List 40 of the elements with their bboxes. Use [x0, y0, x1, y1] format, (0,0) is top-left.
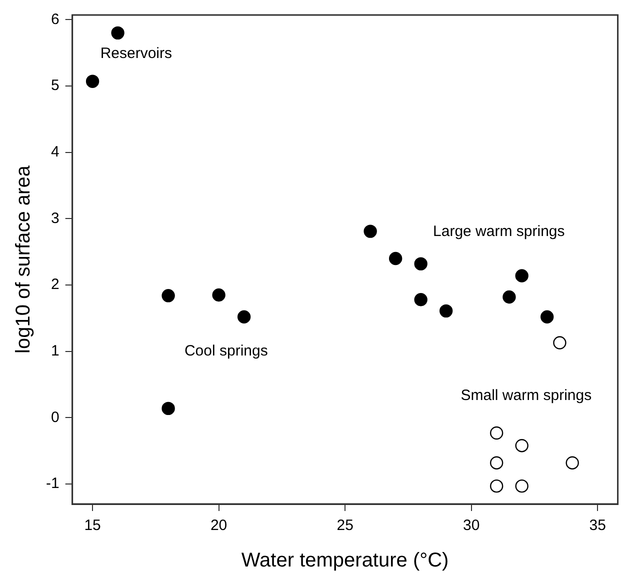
annotation: Reservoirs	[100, 44, 172, 62]
y-tick-label: 3	[50, 210, 60, 227]
point	[502, 290, 516, 304]
point	[388, 252, 402, 266]
y-tick-label: 5	[50, 77, 60, 94]
y-tick-label: 0	[50, 408, 60, 426]
y-tick-label: 4	[50, 143, 60, 160]
point	[515, 269, 528, 282]
point	[515, 479, 528, 493]
point	[212, 288, 226, 302]
y-tick-label: -1	[46, 475, 60, 492]
point	[490, 426, 504, 440]
point	[540, 310, 554, 324]
y-tick-label: 6	[50, 10, 60, 28]
point	[566, 456, 579, 470]
x-axis-title: Water temperature (°C)	[241, 550, 449, 572]
y-axis-title: log10 of surface area	[12, 164, 35, 354]
y-tick-label: 1	[50, 342, 60, 360]
annotation: Large warm springs	[433, 222, 565, 240]
x-tick-label: 35	[589, 517, 606, 534]
x-tick-label: 15	[84, 517, 101, 534]
point	[111, 26, 124, 40]
point	[414, 293, 428, 306]
point	[515, 439, 528, 452]
x-tick-label: 30	[462, 517, 480, 534]
x-tick-label: 25	[336, 517, 354, 534]
point	[439, 304, 453, 318]
annotation: Cool springs	[184, 342, 268, 360]
point	[553, 336, 566, 350]
point	[162, 402, 175, 416]
point	[86, 74, 100, 88]
point	[490, 456, 504, 470]
x-tick-label: 20	[210, 517, 228, 534]
point	[162, 289, 175, 302]
y-tick-label: 2	[50, 276, 60, 294]
point	[364, 224, 377, 238]
point	[490, 479, 504, 493]
annotation: Small warm springs	[460, 387, 592, 404]
point	[237, 310, 251, 324]
point	[414, 257, 428, 270]
